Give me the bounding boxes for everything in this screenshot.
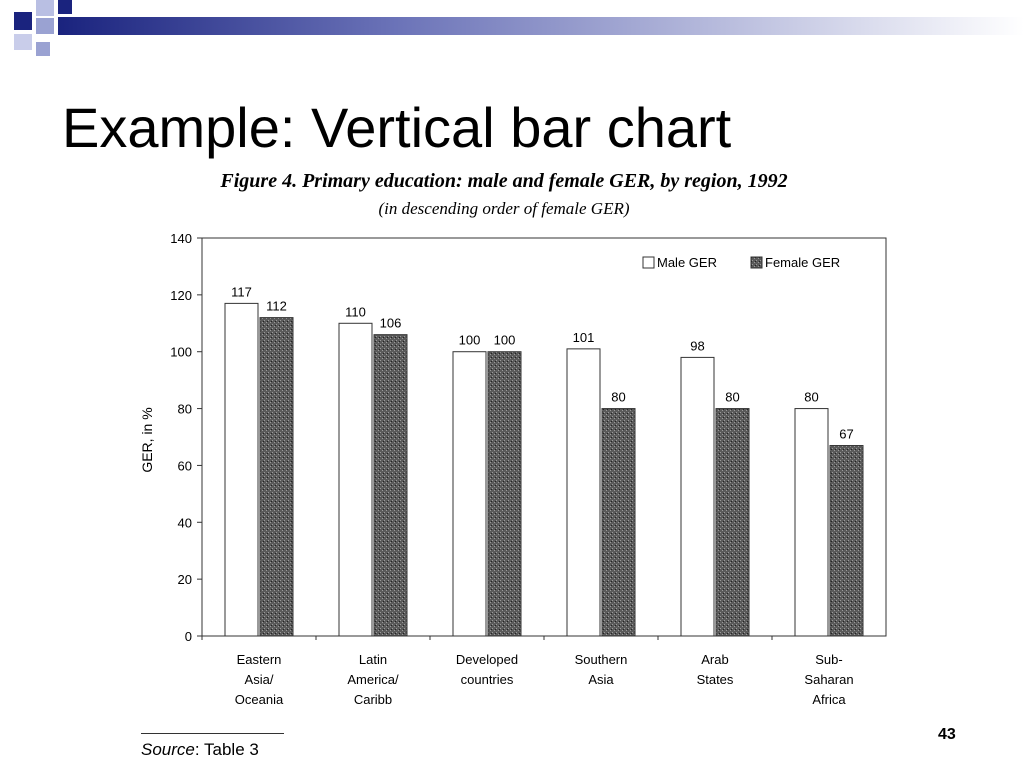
bar-male [224, 302, 259, 637]
x-tick-label: Arab States [697, 652, 734, 687]
legend-label-male: Male GER [657, 255, 717, 270]
x-axis: Eastern Asia/Oceania Latin America/Caribb De… [201, 636, 854, 707]
source-value: : Table 3 [194, 740, 259, 759]
y-tick-label: 140 [170, 231, 192, 246]
bars: 117 110 100 101 98 80 112 106 100 80 80 67 [224, 284, 864, 637]
data-label-female: 67 [839, 427, 853, 442]
corner-square-light-2 [14, 34, 32, 50]
y-tick-label: 100 [170, 345, 192, 360]
data-label-male: 110 [345, 304, 366, 319]
bar-female [487, 351, 522, 637]
legend-swatch-male [642, 256, 655, 269]
data-label-female: 100 [494, 333, 516, 348]
x-tick-label-line: America/ [347, 672, 399, 687]
page-number: 43 [938, 726, 956, 743]
header-gradient-bar [58, 17, 1024, 35]
data-label-male: 98 [690, 338, 704, 353]
y-tick-label: 20 [178, 572, 192, 587]
data-label-female: 80 [611, 390, 625, 405]
bar-male [794, 408, 829, 637]
bar-female [373, 334, 408, 637]
bar-female [715, 408, 750, 637]
legend-swatch-female [750, 256, 763, 269]
bar-female [829, 445, 864, 637]
x-tick-label-line: Oceania [235, 692, 284, 707]
x-tick-label-line: Eastern [237, 652, 282, 667]
x-tick-label-line: Saharan [804, 672, 853, 687]
legend-label-female: Female GER [765, 255, 840, 270]
plot-frame [201, 237, 887, 637]
data-label-female: 112 [266, 299, 287, 314]
x-tick-label-line: Caribb [354, 692, 392, 707]
x-tick-label: Eastern Asia/Oceania [235, 652, 284, 707]
corner-square-light-1 [36, 0, 54, 16]
corner-square-light-3 [36, 42, 50, 56]
figure-subtitle: (in descending order of female GER) [378, 199, 630, 218]
data-label-male: 80 [804, 390, 818, 405]
x-tick-label-line: Developed [456, 652, 518, 667]
y-tick-label: 0 [185, 629, 192, 644]
source-divider [141, 733, 284, 734]
x-tick-label-line: Asia/ [245, 672, 274, 687]
x-tick-label-line: Arab [701, 652, 728, 667]
source-note: Source: Table 3 [141, 740, 259, 760]
y-tick-label: 120 [170, 288, 192, 303]
corner-square-dark-2 [36, 18, 54, 34]
x-tick-label-line: Asia [588, 672, 614, 687]
bar-male [338, 322, 373, 637]
data-label-female: 80 [725, 390, 739, 405]
slide-title: Example: Vertical bar chart [62, 96, 732, 159]
y-tick-label: 60 [178, 458, 192, 473]
data-label-male: 100 [459, 333, 481, 348]
y-tick-label: 40 [178, 515, 192, 530]
legend: Male GER Female GER [642, 255, 840, 270]
bar-male [680, 356, 715, 637]
data-label-female: 106 [380, 316, 402, 331]
bar-female [259, 317, 294, 637]
x-tick-label-line: States [697, 672, 734, 687]
x-tick-label-line: countries [461, 672, 514, 687]
source-label: Source [141, 740, 195, 759]
bar-male [452, 351, 487, 637]
x-tick-label: Southern Asia [575, 652, 628, 687]
x-tick-label-line: Sub- [815, 652, 842, 667]
y-axis-label: GER, in % [139, 407, 155, 472]
x-tick-label-line: Latin [359, 652, 387, 667]
x-tick-label-line: Southern [575, 652, 628, 667]
bar-female [601, 408, 636, 637]
x-tick-label-line: Africa [812, 692, 846, 707]
data-label-male: 101 [573, 330, 595, 345]
x-tick-label: Sub- Saharan Africa [804, 652, 853, 707]
y-axis: 0 20 40 60 80 100 120 140 [170, 231, 202, 644]
x-tick-label: Developed countries [456, 652, 518, 687]
figure-title: Figure 4. Primary education: male and fe… [220, 170, 788, 192]
corner-square-dark-3 [58, 0, 72, 14]
bar-male [566, 348, 601, 637]
y-tick-label: 80 [178, 402, 192, 417]
data-label-male: 117 [231, 284, 252, 299]
corner-square-dark-1 [14, 12, 32, 30]
x-tick-label: Latin America/Caribb [347, 652, 399, 707]
